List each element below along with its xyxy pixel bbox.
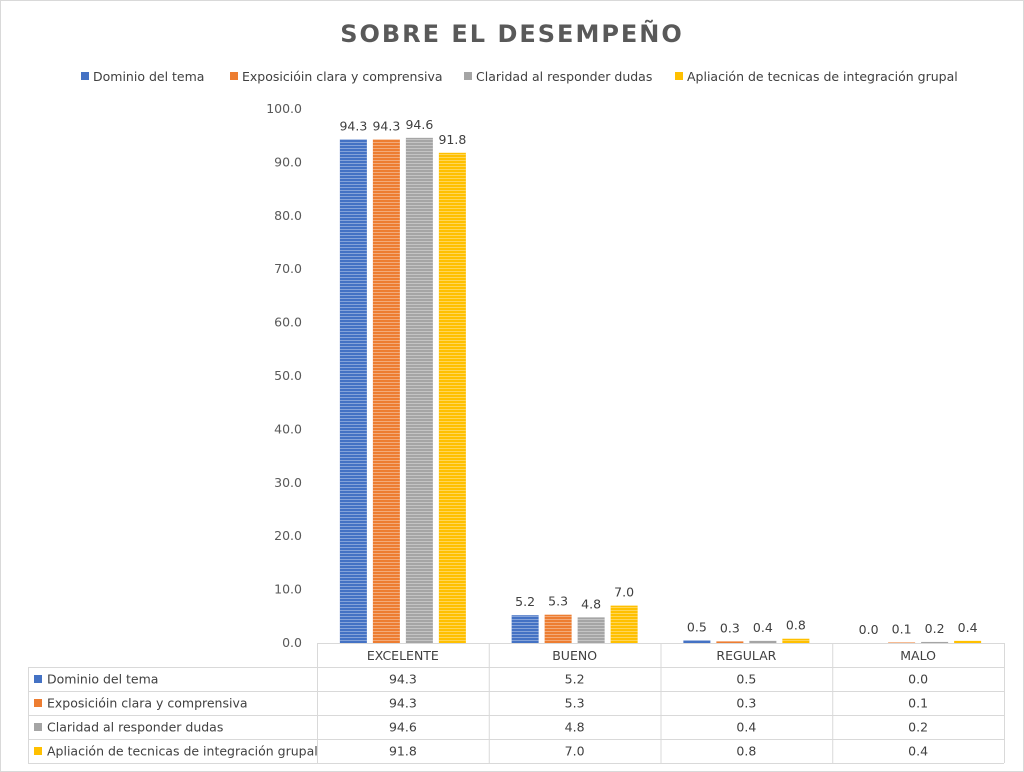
chart-title: SOBRE EL DESEMPEÑO — [340, 19, 684, 48]
legend-label: Exposicióin clara y comprensiva — [242, 69, 443, 84]
table-cell: 94.3 — [389, 696, 417, 711]
table-cell: 94.3 — [389, 672, 417, 687]
y-tick-label: 80.0 — [274, 208, 302, 223]
table-cell: 0.5 — [736, 672, 756, 687]
y-tick-label: 60.0 — [274, 315, 302, 330]
table-cell: 0.1 — [908, 696, 928, 711]
y-tick-label: 30.0 — [274, 475, 302, 490]
bar-texture — [339, 139, 367, 644]
bar-texture — [683, 640, 711, 643]
data-labels: 94.3 94.3 94.6 91.8 5.2 5.3 4.8 7.0 0.5 0.3 0.4 0.8… — [339, 117, 977, 637]
table-cell: 94.6 — [389, 720, 417, 735]
table-series-name: Claridad al responder dudas — [47, 720, 223, 735]
y-tick-label: 70.0 — [274, 261, 302, 276]
bars — [317, 137, 1004, 644]
data-label: 0.5 — [687, 619, 707, 634]
data-label: 94.3 — [339, 118, 367, 133]
legend-swatch — [81, 72, 89, 80]
data-label: 0.3 — [720, 620, 740, 635]
bar-texture — [749, 640, 777, 643]
table-cell: 0.2 — [908, 720, 928, 735]
data-label: 5.2 — [515, 594, 535, 609]
category-label: MALO — [900, 648, 936, 663]
table-cell: 0.3 — [736, 696, 756, 711]
table-cell: 91.8 — [389, 744, 417, 759]
table-cell: 7.0 — [565, 744, 585, 759]
data-label: 91.8 — [438, 132, 466, 147]
y-axis: 0.0 10.0 20.0 30.0 40.0 50.0 60.0 70.0 80.0 90.0 1… — [266, 101, 302, 650]
bar-texture — [716, 641, 744, 643]
table-cell: 5.3 — [565, 696, 585, 711]
bar-texture — [577, 617, 605, 643]
bar-texture — [921, 641, 949, 643]
y-tick-label: 20.0 — [274, 528, 302, 543]
table-legend-key — [34, 723, 42, 731]
table-series-name: Exposicióin clara y comprensiva — [47, 696, 248, 711]
data-label: 5.3 — [548, 594, 568, 609]
legend: Dominio del tema Exposicióin clara y comp… — [81, 69, 958, 84]
data-label: 0.0 — [859, 622, 879, 637]
data-label: 4.8 — [581, 596, 601, 611]
table-cell: 0.8 — [736, 744, 756, 759]
data-label: 7.0 — [614, 585, 634, 600]
data-label: 0.2 — [925, 621, 945, 636]
legend-swatch — [464, 72, 472, 80]
category-label: REGULAR — [716, 648, 776, 663]
y-tick-label: 40.0 — [274, 421, 302, 436]
table-legend-key — [34, 747, 42, 755]
table-cell: 0.4 — [908, 744, 928, 759]
y-tick-label: 0.0 — [282, 635, 302, 650]
y-tick-label: 90.0 — [274, 154, 302, 169]
table-cell: 0.0 — [908, 672, 928, 687]
bar-texture — [610, 605, 638, 643]
table-cell: 5.2 — [565, 672, 585, 687]
table-legend-key — [34, 699, 42, 707]
data-label: 0.4 — [753, 620, 773, 635]
data-table: EXCELENTE BUENO REGULAR MALO Dominio del tem… — [28, 643, 1005, 764]
category-label: BUENO — [552, 648, 597, 663]
table-series-name: Apliación de tecnicas de integración gru… — [47, 744, 318, 759]
legend-label: Claridad al responder dudas — [476, 69, 652, 84]
table-series-name: Dominio del tema — [47, 672, 158, 687]
table-cell: 4.8 — [565, 720, 585, 735]
legend-swatch — [675, 72, 683, 80]
bar-texture — [372, 139, 400, 644]
data-label: 0.8 — [786, 618, 806, 633]
bar-texture — [405, 137, 433, 643]
data-label: 94.6 — [405, 117, 433, 132]
y-tick-label: 50.0 — [274, 368, 302, 383]
data-label: 94.3 — [372, 118, 400, 133]
bar-texture — [888, 642, 916, 643]
category-label: EXCELENTE — [367, 648, 439, 663]
table-cell: 0.4 — [736, 720, 756, 735]
bar-texture — [544, 614, 572, 643]
y-tick-label: 10.0 — [274, 582, 302, 597]
table-legend-key — [34, 675, 42, 683]
data-label: 0.1 — [892, 621, 912, 636]
data-label: 0.4 — [958, 620, 978, 635]
legend-swatch — [230, 72, 238, 80]
bar-texture — [511, 615, 539, 643]
legend-label: Dominio del tema — [93, 69, 204, 84]
bar-texture — [438, 152, 466, 643]
bar-texture — [782, 638, 810, 643]
bar-texture — [954, 640, 982, 643]
legend-label: Apliación de tecnicas de integración gru… — [687, 69, 958, 84]
y-tick-label: 100.0 — [266, 101, 302, 116]
